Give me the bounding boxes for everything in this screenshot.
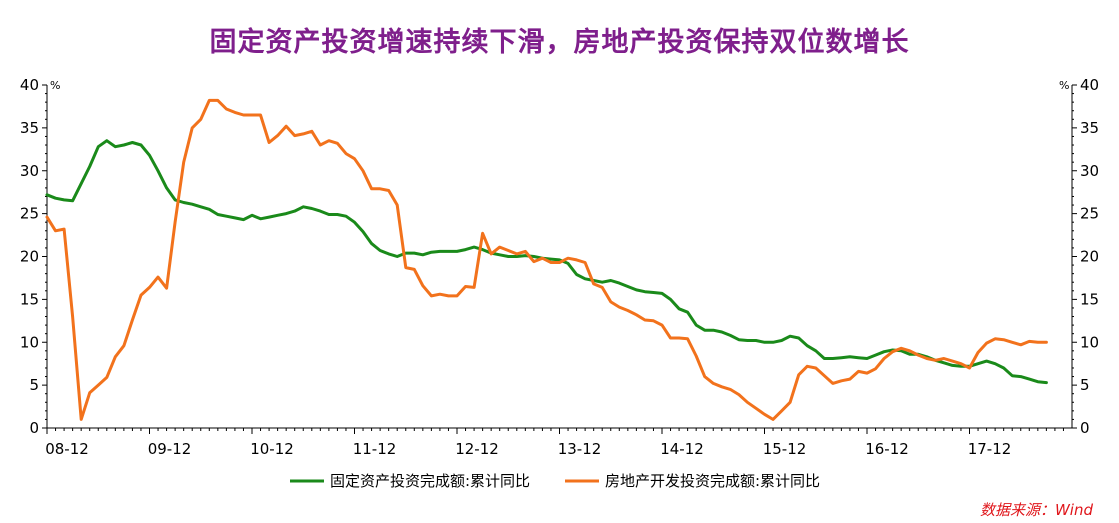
series-line-real-estate-investment	[45, 98, 1048, 421]
y-tick-label-left: 30	[20, 162, 39, 180]
x-tick-label: 13-12	[558, 440, 602, 458]
y-tick-label-left: 5	[29, 376, 39, 394]
y-tick-label-right: 15	[1080, 290, 1099, 308]
y-unit-left: %	[50, 79, 60, 92]
y-tick-label-right: 25	[1080, 205, 1099, 223]
y-tick-label-right: 5	[1080, 376, 1090, 394]
x-tick-label: 10-12	[250, 440, 294, 458]
y-tick-label-right: 10	[1080, 333, 1099, 351]
y-tick-label-right: 30	[1080, 162, 1099, 180]
y-tick-label-right: 35	[1080, 119, 1099, 137]
y-tick-label-right: 20	[1080, 248, 1099, 266]
y-unit-right: %	[1059, 79, 1069, 92]
x-tick-label: 09-12	[148, 440, 192, 458]
x-tick-label: 12-12	[455, 440, 499, 458]
legend-label: 固定资产投资完成额:累计同比	[330, 472, 530, 490]
y-tick-label-left: 0	[29, 419, 39, 437]
y-tick-label-left: 15	[20, 290, 39, 308]
x-tick-label: 16-12	[865, 440, 909, 458]
data-source: 数据来源：Wind	[979, 501, 1093, 519]
y-tick-label-left: 35	[20, 119, 39, 137]
legend-label: 房地产开发投资完成额:累计同比	[605, 472, 820, 490]
x-tick-label: 15-12	[763, 440, 807, 458]
y-tick-label-right: 40	[1080, 76, 1099, 94]
x-tick-label: 17-12	[968, 440, 1012, 458]
y-tick-label-right: 0	[1080, 419, 1090, 437]
y-tick-label-left: 40	[20, 76, 39, 94]
chart-title: 固定资产投资增速持续下滑，房地产投资保持双位数增长	[209, 27, 910, 58]
y-tick-label-left: 25	[20, 205, 39, 223]
series-line-fixed-asset-investment	[45, 139, 1048, 385]
x-tick-label: 14-12	[660, 440, 704, 458]
x-tick-label: 08-12	[45, 440, 89, 458]
y-tick-label-left: 20	[20, 248, 39, 266]
x-tick-label: 11-12	[353, 440, 397, 458]
y-tick-label-left: 10	[20, 333, 39, 351]
